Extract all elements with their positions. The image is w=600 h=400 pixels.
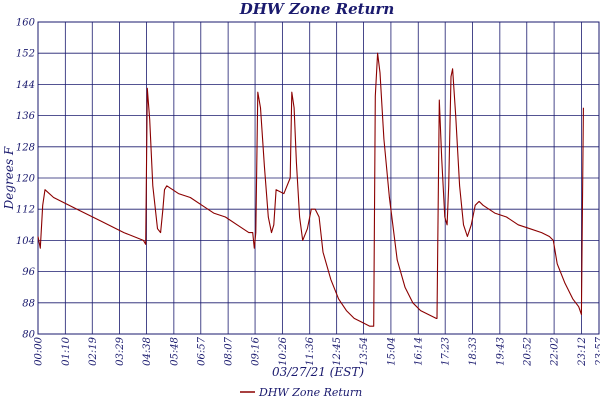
x-tick-label: 16:14: [414, 337, 425, 366]
x-tick-label: 02:19: [88, 336, 99, 365]
y-tick-label: 120: [16, 174, 36, 185]
y-tick-label: 152: [16, 49, 35, 60]
x-tick-label: 13:54: [359, 337, 370, 366]
x-tick-label: 11:36: [305, 336, 316, 365]
chart-title: DHW Zone Return: [239, 0, 395, 18]
y-gridlines: [38, 21, 599, 335]
y-tick-label: 160: [16, 18, 36, 29]
x-tick-label: 00:00: [34, 336, 45, 365]
x-tick-label: 23:57: [595, 336, 600, 366]
x-tick-label: 06:57: [196, 336, 207, 365]
y-tick-label: 88: [22, 298, 35, 309]
x-tick-label: 15:04: [386, 337, 397, 366]
y-tick-label: 136: [16, 111, 36, 122]
legend: DHW Zone Return: [240, 386, 362, 399]
x-axis-ticks: 00:00 01:10 02:19 03:29 04:38 05:48 06:57 08:07…: [34, 336, 600, 366]
x-tick-label: 22:02: [550, 337, 561, 367]
x-tick-label: 08:07: [224, 336, 235, 365]
y-tick-label: 112: [16, 205, 35, 216]
x-tick-label: 23:12: [577, 337, 588, 367]
x-tick-label: 04:38: [142, 337, 153, 366]
y-axis-label: Degrees F: [2, 146, 16, 210]
x-tick-label: 10:26: [278, 336, 289, 365]
x-tick-label: 17:23: [441, 337, 452, 366]
x-gridlines: [37, 22, 600, 334]
x-tick-label: 19:43: [495, 337, 506, 366]
x-tick-label: 12:45: [332, 337, 343, 366]
x-tick-label: 03:29: [115, 336, 126, 365]
x-tick-label: 18:33: [468, 337, 479, 366]
y-axis-ticks: 80 88 96 104 112 120 128 136 144 152 160: [16, 18, 36, 341]
series-line-dhw-zone-return: [37, 52, 584, 327]
y-tick-label: 128: [16, 142, 35, 153]
x-axis-label: 03/27/21 (EST): [272, 365, 364, 379]
x-tick-label: 09:16: [251, 336, 262, 365]
y-tick-label: 144: [16, 80, 35, 91]
y-tick-label: 80: [22, 330, 35, 341]
legend-label: DHW Zone Return: [258, 386, 362, 399]
y-tick-label: 96: [22, 267, 35, 278]
x-tick-label: 20:52: [522, 337, 533, 367]
y-tick-label: 104: [16, 236, 35, 247]
x-tick-label: 05:48: [169, 337, 180, 366]
x-tick-label: 01:10: [61, 336, 72, 365]
